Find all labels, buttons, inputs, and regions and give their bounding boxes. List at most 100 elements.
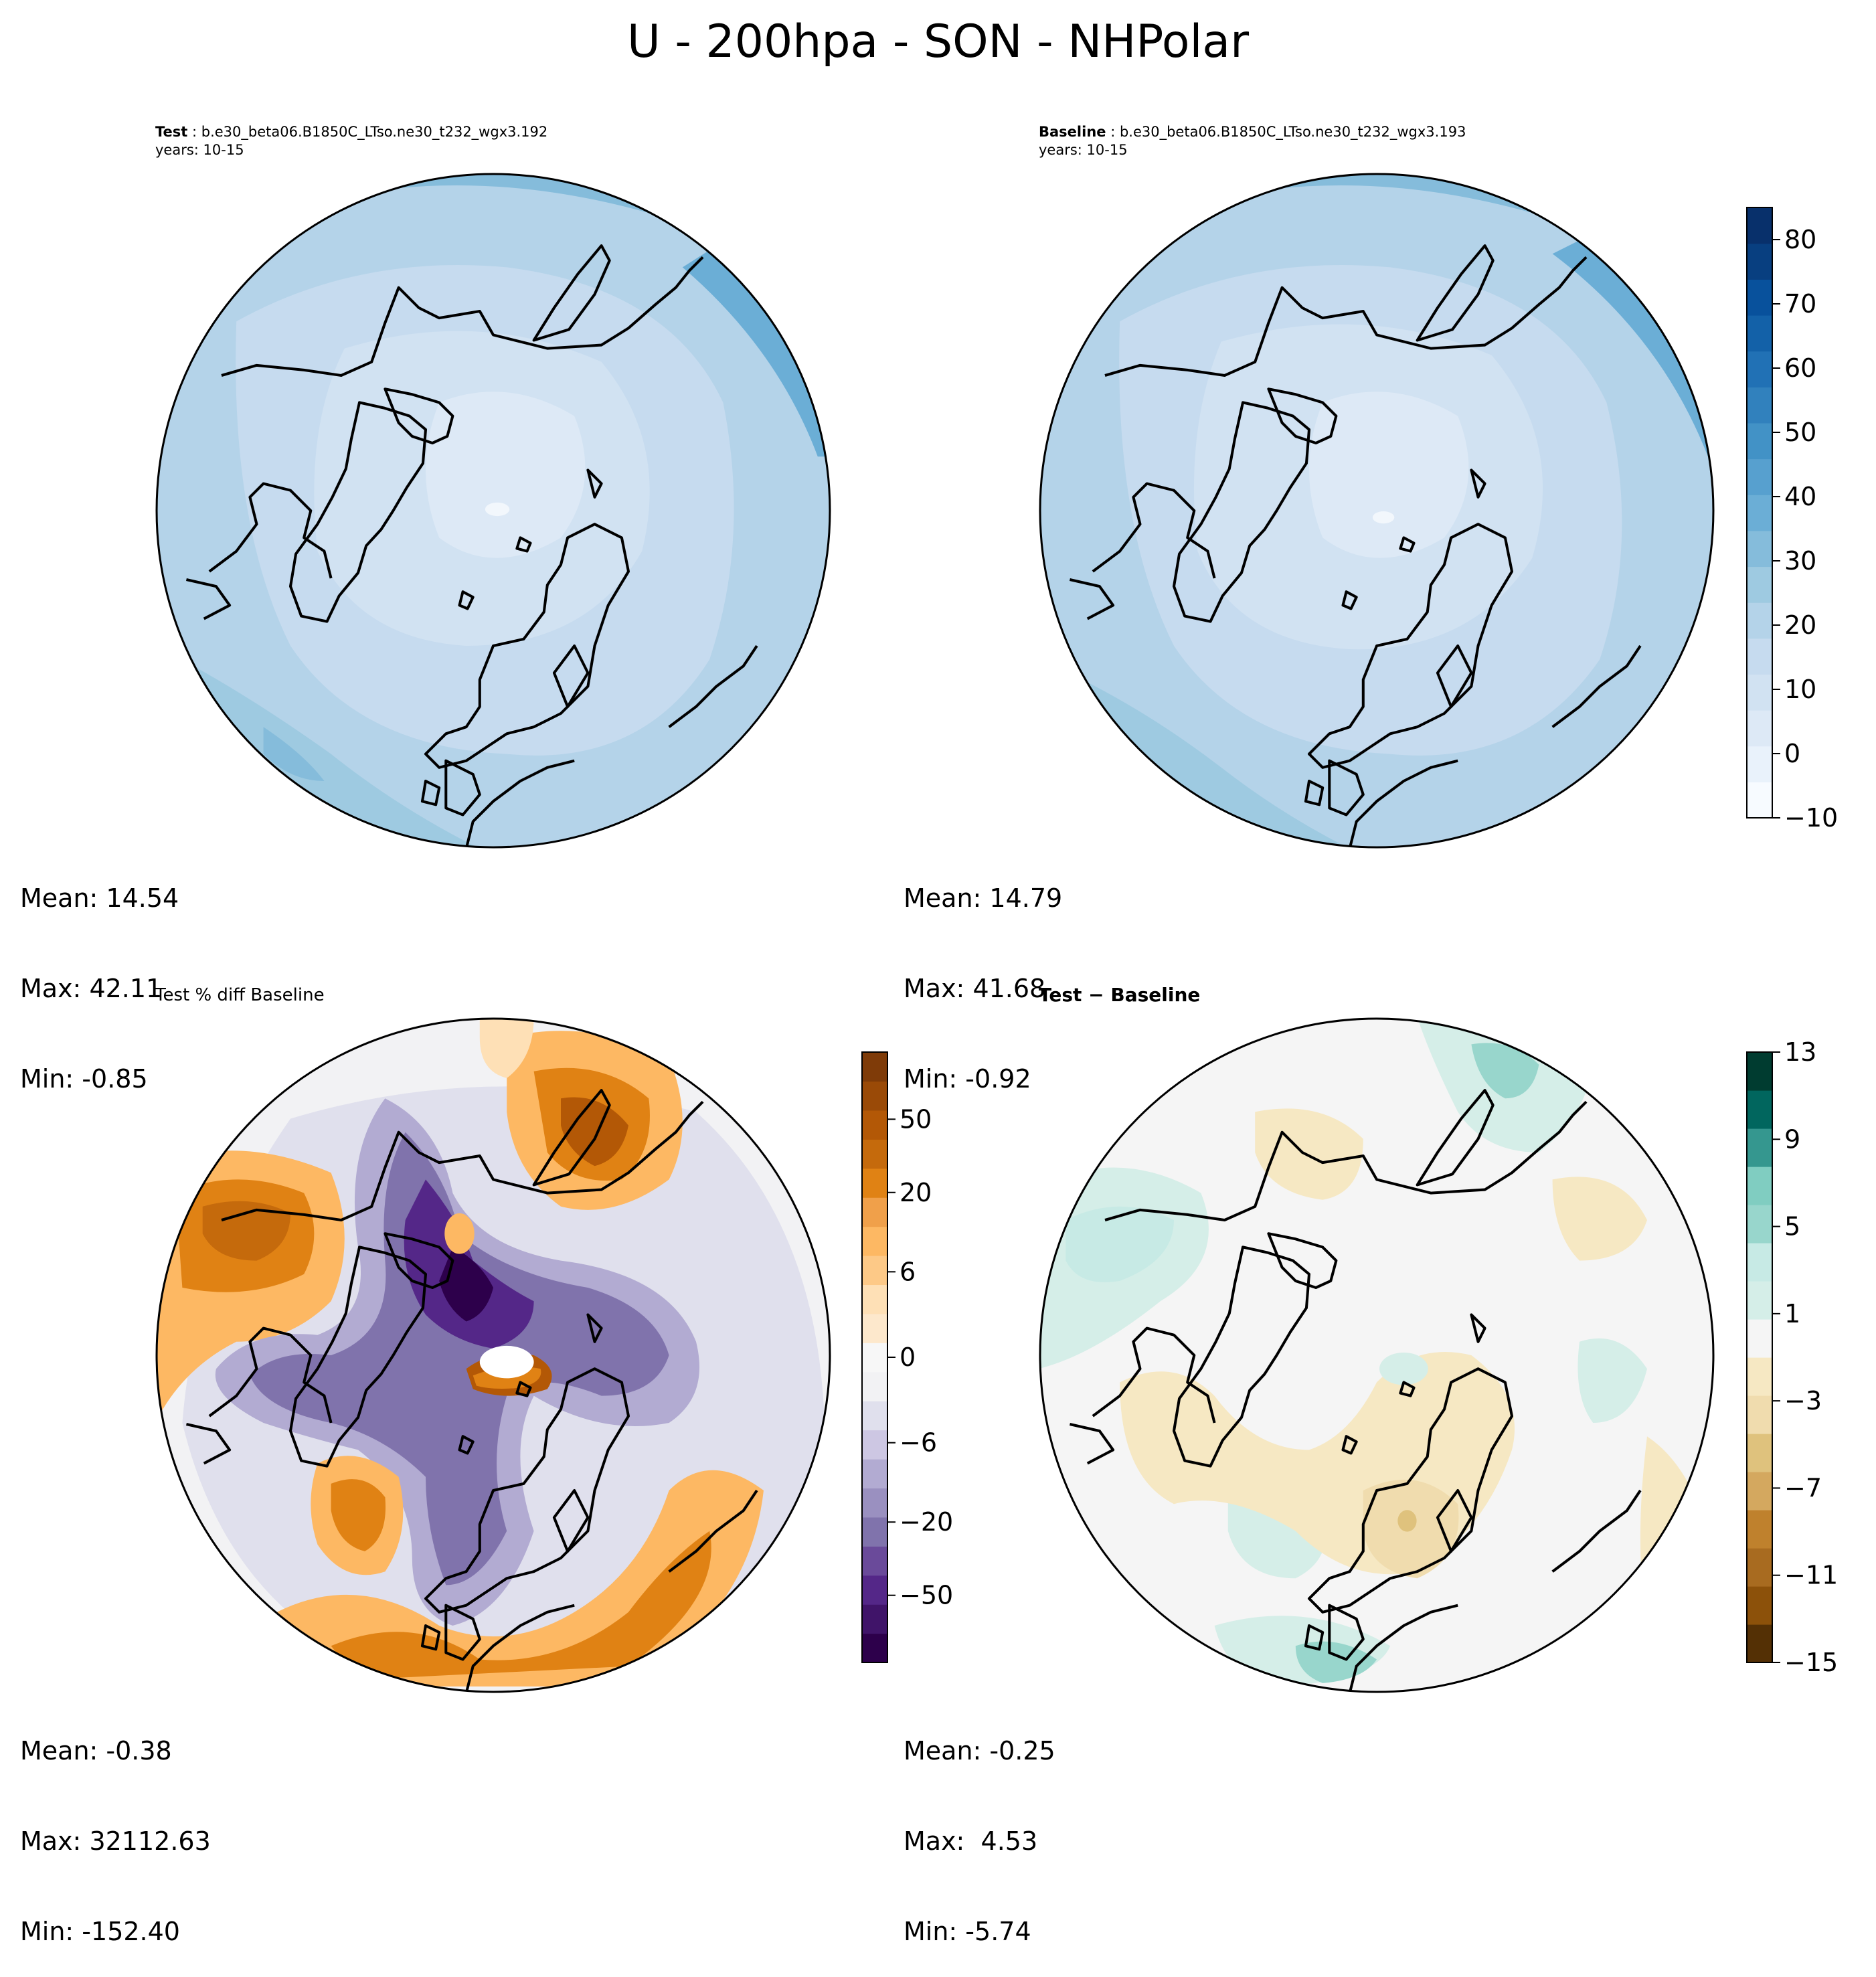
pct-diff-colorbar-band: [862, 1284, 887, 1314]
main-colorbar-tick-label: 40: [1784, 482, 1816, 511]
main-colorbar-tick-label: 80: [1784, 225, 1816, 254]
pct-diff-max: Max: 32112.63: [20, 1826, 211, 1856]
pct-diff-colorbar-tick-label: −50: [900, 1581, 953, 1610]
diff-colorbar-tick-label: 5: [1784, 1212, 1800, 1241]
diff-colorbar-tick-label: −3: [1784, 1386, 1822, 1415]
diff-colorbar: 13 9 5 1 −3 −7 −11 −15: [1746, 1037, 1854, 1677]
diff-colorbar-band: [1747, 1472, 1772, 1511]
main-colorbar-band: [1747, 315, 1772, 352]
diff-colorbar-band: [1747, 1205, 1772, 1243]
pct-diff-colorbar-band: [862, 1401, 887, 1431]
diff-mean: Mean: -0.25: [904, 1736, 1055, 1766]
test-min: Min: -0.85: [20, 1064, 148, 1094]
main-colorbar-band: [1747, 243, 1772, 280]
main-colorbar-band: [1747, 638, 1772, 675]
main-colorbar-band: [1747, 566, 1772, 603]
main-colorbar-frame: [1746, 207, 1773, 819]
baseline-panel-header: Baseline : b.e30_beta06.B1850C_LTso.ne30…: [1039, 123, 1466, 141]
pct-diff-stats: Mean: -0.38 Max: 32112.63 Min: -152.40: [20, 1676, 211, 1977]
diff-colorbar-tick-label: 1: [1784, 1299, 1800, 1328]
pct-diff-colorbar-band: [862, 1604, 887, 1634]
main-colorbar-band: [1747, 710, 1772, 747]
pct-diff-colorbar-band: [862, 1256, 887, 1286]
pct-diff-colorbar-tick-label: 50: [900, 1104, 932, 1134]
test-label: Test: [155, 124, 188, 140]
figure-title: U - 200hpa - SON - NHPolar: [626, 15, 1250, 68]
diff-colorbar-band: [1747, 1624, 1772, 1663]
pct-diff-colorbar: 50 20 6 0 −6 −20 −50: [861, 1051, 969, 1663]
pct-diff-colorbar-band: [862, 1110, 887, 1140]
pct-diff-colorbar-tick-label: −20: [900, 1507, 953, 1537]
main-colorbar-band: [1747, 279, 1772, 316]
pct-diff-colorbar-band: [862, 1459, 887, 1489]
pct-diff-colorbar-band: [862, 1052, 887, 1082]
main-colorbar-band: [1747, 530, 1772, 568]
pct-diff-polar-map: [155, 1017, 831, 1693]
main-colorbar-band: [1747, 495, 1772, 531]
pct-diff-label: Test % diff Baseline: [155, 985, 325, 1005]
pct-diff-colorbar-band: [862, 1081, 887, 1111]
diff-colorbar-band: [1747, 1319, 1772, 1358]
diff-stats: Mean: -0.25 Max: 4.53 Min: -5.74: [904, 1676, 1055, 1977]
main-colorbar-tick-label: 60: [1784, 353, 1816, 383]
main-colorbar-tick-label: 70: [1784, 289, 1816, 319]
test-max: Max: 42.11: [20, 974, 163, 1003]
main-colorbar-tick-label: 30: [1784, 546, 1816, 576]
pct-diff-colorbar-band: [862, 1430, 887, 1460]
diff-colorbar-tick-label: −15: [1784, 1648, 1838, 1677]
baseline-max: Max: 41.68: [904, 974, 1046, 1003]
baseline-min: Min: -0.92: [904, 1064, 1031, 1094]
diff-colorbar-band: [1747, 1395, 1772, 1434]
pct-diff-colorbar-band: [862, 1488, 887, 1518]
pct-diff-min: Min: -152.40: [20, 1917, 180, 1946]
diff-colorbar-band: [1747, 1090, 1772, 1129]
main-colorbar-tick-label: −10: [1784, 803, 1838, 833]
main-colorbar-band: [1747, 602, 1772, 639]
main-colorbar-tick-label: 10: [1784, 675, 1816, 704]
diff-colorbar-tick-label: 9: [1784, 1124, 1800, 1154]
diff-colorbar-band: [1747, 1434, 1772, 1472]
test-years: years: 10-15: [155, 142, 244, 158]
pct-diff-colorbar-band: [862, 1313, 887, 1343]
main-colorbar: 80 70 60 50 40 30 20 10 0 −10: [1746, 207, 1854, 833]
pct-diff-colorbar-band: [862, 1575, 887, 1605]
main-colorbar-tick-label: 20: [1784, 610, 1816, 640]
diff-max: Max: 4.53: [904, 1826, 1038, 1856]
diff-colorbar-band: [1747, 1510, 1772, 1549]
main-colorbar-band: [1747, 674, 1772, 711]
test-polar-map: [155, 173, 831, 849]
pct-diff-colorbar-band: [862, 1139, 887, 1169]
test-case-name: : b.e30_beta06.B1850C_LTso.ne30_t232_wgx…: [187, 124, 548, 140]
diff-label: Test − Baseline: [1039, 984, 1201, 1006]
test-panel-header: Test : b.e30_beta06.B1850C_LTso.ne30_t23…: [155, 123, 547, 141]
main-colorbar-band: [1747, 207, 1772, 244]
pct-diff-colorbar-band: [862, 1633, 887, 1663]
baseline-case-name: : b.e30_beta06.B1850C_LTso.ne30_t232_wgx…: [1106, 124, 1466, 140]
diff-colorbar-band: [1747, 1128, 1772, 1167]
baseline-stats: Mean: 14.79 Max: 41.68 Min: -0.92: [904, 823, 1062, 1124]
diff-colorbar-tick-label: 13: [1784, 1037, 1816, 1067]
diff-colorbar-band: [1747, 1586, 1772, 1625]
main-colorbar-band: [1747, 387, 1772, 424]
test-stats: Mean: 14.54 Max: 42.11 Min: -0.85: [20, 823, 179, 1124]
diff-polar-map: [1039, 1017, 1715, 1693]
test-mean: Mean: 14.54: [20, 883, 179, 913]
diff-colorbar-frame: [1746, 1051, 1773, 1663]
diff-colorbar-band: [1747, 1357, 1772, 1396]
baseline-label: Baseline: [1039, 124, 1106, 140]
pct-diff-colorbar-band: [862, 1343, 887, 1373]
main-colorbar-tick-label: 0: [1784, 739, 1800, 768]
pct-diff-colorbar-band: [862, 1371, 887, 1401]
main-colorbar-band: [1747, 422, 1772, 460]
pct-diff-colorbar-band: [862, 1168, 887, 1198]
pct-diff-colorbar-band: [862, 1517, 887, 1547]
pct-diff-mean: Mean: -0.38: [20, 1736, 172, 1766]
diff-colorbar-band: [1747, 1167, 1772, 1205]
pct-diff-colorbar-band: [862, 1197, 887, 1227]
pct-diff-colorbar-tick-label: 6: [900, 1257, 916, 1286]
diff-colorbar-tick-label: −11: [1784, 1561, 1838, 1590]
main-colorbar-band: [1747, 351, 1772, 388]
baseline-mean: Mean: 14.79: [904, 883, 1063, 913]
baseline-years: years: 10-15: [1039, 142, 1128, 158]
pct-diff-colorbar-tick-label: 0: [900, 1343, 916, 1372]
